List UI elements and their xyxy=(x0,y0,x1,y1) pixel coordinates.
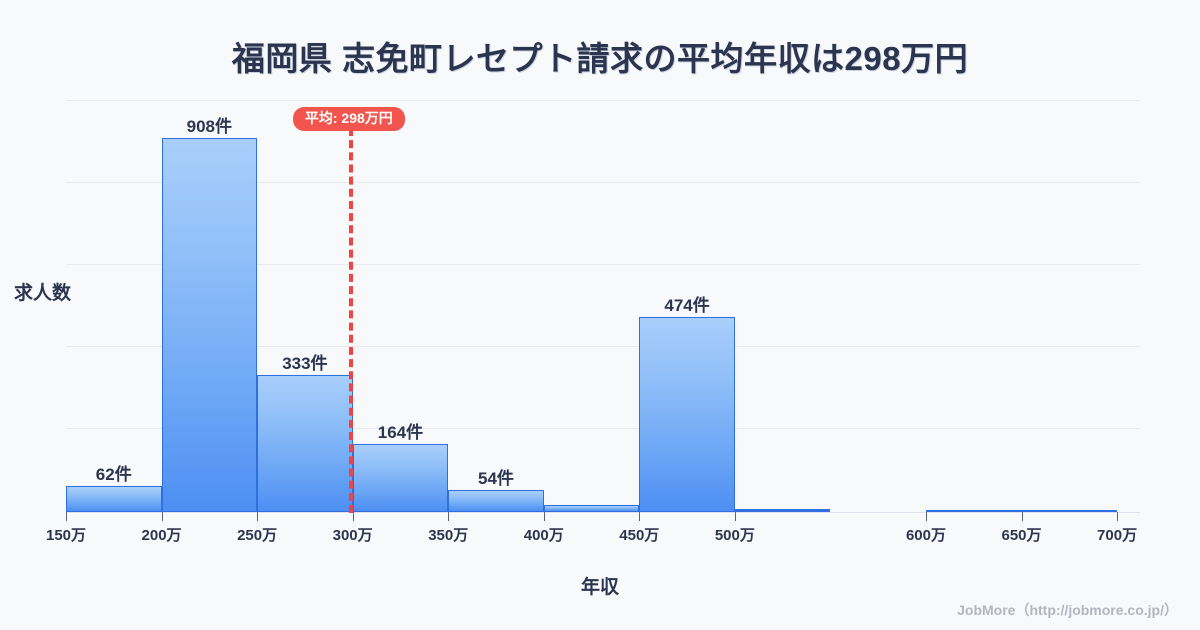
x-axis-tick-label: 700万 xyxy=(1097,527,1138,544)
bar-value-label: 62件 xyxy=(95,465,132,485)
histogram-bar xyxy=(352,444,449,512)
x-axis-tick xyxy=(543,512,545,521)
x-axis-tick xyxy=(257,512,259,521)
x-axis-tick-label: 150万 xyxy=(45,527,87,544)
histogram-bar xyxy=(161,137,258,512)
x-axis-tick-label: 450万 xyxy=(619,527,660,544)
average-badge: 平均: 298万円 xyxy=(292,107,405,132)
gridline xyxy=(66,428,1140,429)
x-axis-tick xyxy=(1117,512,1119,521)
histogram-bar xyxy=(543,504,640,512)
x-axis-tick xyxy=(66,512,67,521)
gridline xyxy=(66,100,1140,101)
bar-value-label: 474件 xyxy=(664,295,710,315)
histogram-bar xyxy=(925,510,1022,512)
chart-title: 福岡県 志免町レセプト請求の平均年収は298万円 xyxy=(231,40,969,77)
x-axis-tick xyxy=(734,512,736,521)
y-axis-title: 求人数 xyxy=(14,283,72,304)
gridline xyxy=(66,346,1140,347)
average-line xyxy=(348,128,353,513)
histogram-bar xyxy=(66,486,162,512)
x-axis-tick xyxy=(925,512,927,521)
x-axis-tick xyxy=(161,512,163,521)
x-axis-tick-label: 350万 xyxy=(428,527,469,544)
bar-value-label: 54件 xyxy=(478,468,514,488)
plot-area xyxy=(66,100,1140,512)
x-axis-tick xyxy=(1021,512,1023,521)
x-axis-tick xyxy=(448,512,450,521)
x-axis-line xyxy=(66,512,1140,513)
x-axis-tick-label: 650万 xyxy=(1001,527,1042,544)
x-axis-tick xyxy=(639,512,641,521)
x-axis-tick-label: 500万 xyxy=(714,527,755,544)
histogram-bar xyxy=(448,489,544,512)
histogram-bar xyxy=(257,374,353,512)
x-axis-tick-label: 200万 xyxy=(141,527,182,544)
bar-value-label: 333件 xyxy=(282,353,328,373)
gridline xyxy=(66,182,1140,183)
x-axis-title: 年収 xyxy=(580,577,619,598)
histogram-bar xyxy=(734,508,831,512)
bar-value-label: 908件 xyxy=(186,116,232,136)
bar-value-label: 164件 xyxy=(377,423,424,443)
x-axis-tick-label: 250万 xyxy=(237,527,278,544)
x-axis-tick-label: 400万 xyxy=(523,527,564,544)
gridline xyxy=(66,264,1140,265)
histogram-bar xyxy=(1021,510,1118,512)
x-axis-tick-label: 300万 xyxy=(332,527,373,544)
x-axis-tick-label: 600万 xyxy=(905,527,946,544)
x-axis-tick xyxy=(352,512,354,521)
histogram-bar xyxy=(639,316,735,512)
footer-credit: JobMore（http://jobmore.co.jp/） xyxy=(957,602,1178,618)
